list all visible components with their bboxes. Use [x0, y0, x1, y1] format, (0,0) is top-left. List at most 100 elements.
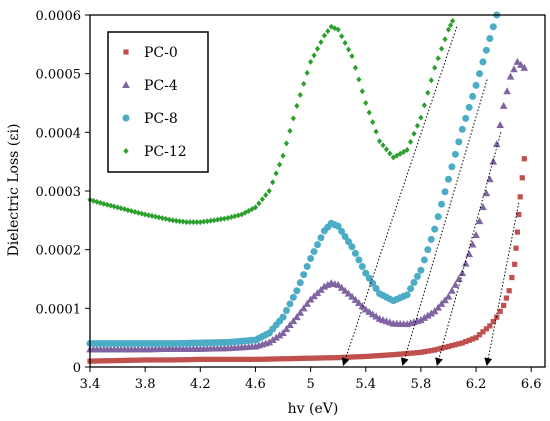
- data-point: [303, 299, 311, 307]
- data-point: [286, 321, 294, 329]
- data-point: [145, 212, 152, 219]
- data-point: [468, 240, 477, 248]
- data-point: [427, 309, 436, 317]
- data-point: [348, 292, 356, 300]
- data-point: [310, 248, 318, 256]
- y-tick-label: 0.0001: [36, 302, 82, 317]
- data-point: [420, 256, 428, 264]
- data-point: [325, 355, 331, 361]
- data-point: [97, 358, 103, 364]
- data-point: [521, 156, 527, 162]
- data-point: [142, 357, 148, 363]
- data-point: [418, 349, 424, 355]
- data-point: [132, 208, 138, 215]
- data-point: [125, 207, 131, 214]
- data-point: [190, 356, 197, 363]
- data-point: [194, 356, 200, 363]
- data-point: [341, 232, 349, 240]
- data-point: [427, 235, 435, 243]
- data-point: [111, 358, 117, 364]
- x-tick-label: 6.2: [466, 377, 487, 392]
- data-point: [414, 122, 421, 129]
- data-point: [287, 356, 293, 362]
- data-point: [435, 346, 441, 352]
- data-point: [308, 58, 314, 65]
- data-point: [290, 355, 296, 362]
- data-point: [177, 218, 183, 225]
- data-point: [266, 356, 272, 362]
- data-point: [509, 274, 515, 281]
- data-point: [118, 205, 124, 212]
- data-point: [383, 352, 390, 358]
- data-point: [404, 350, 410, 357]
- data-point: [428, 347, 434, 354]
- data-point: [487, 323, 493, 329]
- data-point: [308, 355, 314, 361]
- axes-layer: 3.4 3.8 4.2 4.6 5 5.4 5.8 6.2 6.6 0 0.0001 0.0002 0.…: [36, 9, 546, 392]
- data-point: [334, 222, 342, 230]
- data-point: [187, 356, 193, 363]
- x-tick-label: 5.8: [411, 377, 432, 392]
- data-point: [425, 348, 431, 354]
- legend-label-pc-4: PC-4: [144, 78, 178, 94]
- data-point: [101, 200, 107, 207]
- data-point: [434, 213, 442, 221]
- data-point: [466, 337, 472, 343]
- data-point: [273, 356, 279, 362]
- data-point: [314, 45, 321, 52]
- data-point: [311, 52, 317, 59]
- data-point: [282, 325, 291, 333]
- data-point: [211, 217, 217, 224]
- data-point: [139, 210, 145, 217]
- data-point: [256, 356, 262, 362]
- data-point: [362, 269, 370, 277]
- data-point: [108, 202, 114, 209]
- data-point: [506, 72, 515, 80]
- data-point: [407, 350, 414, 356]
- data-point: [320, 282, 329, 290]
- legend-label-pc-0: PC-0: [144, 45, 178, 61]
- data-point: [372, 285, 380, 293]
- y-tick-label: 0.0003: [36, 185, 82, 200]
- data-point: [339, 33, 345, 40]
- data-point: [469, 92, 477, 100]
- annotation-arrow: [400, 79, 488, 366]
- data-point: [318, 39, 324, 46]
- data-point: [270, 179, 276, 186]
- data-point: [173, 217, 179, 224]
- data-point: [180, 218, 186, 225]
- data-point: [166, 357, 172, 363]
- data-point: [111, 203, 117, 210]
- data-point: [442, 36, 448, 43]
- data-point: [218, 216, 224, 223]
- data-point: [432, 347, 438, 353]
- data-point: [338, 227, 346, 235]
- data-point: [283, 356, 290, 362]
- data-point: [442, 344, 448, 350]
- data-point: [387, 150, 393, 157]
- data-point: [276, 356, 283, 362]
- y-tick-label: 0.0004: [36, 126, 82, 141]
- data-point: [279, 328, 287, 336]
- data-point: [503, 87, 511, 95]
- data-point: [149, 357, 155, 363]
- data-point: [276, 161, 283, 168]
- data-point: [352, 354, 359, 360]
- data-point: [431, 225, 439, 233]
- data-point: [366, 353, 372, 359]
- data-point: [201, 218, 207, 225]
- legend-marker-pc-12: [123, 148, 129, 154]
- data-point: [432, 64, 438, 71]
- data-point: [458, 269, 467, 277]
- legend-marker-pc-0: [123, 49, 129, 55]
- series-pc-0: [87, 156, 527, 364]
- data-point: [512, 261, 518, 267]
- data-point: [359, 88, 365, 95]
- data-point: [501, 302, 507, 308]
- data-point: [268, 336, 277, 344]
- data-point: [411, 130, 417, 137]
- data-point: [121, 206, 128, 213]
- data-point: [506, 288, 512, 294]
- data-point: [321, 32, 327, 39]
- data-point: [449, 342, 455, 349]
